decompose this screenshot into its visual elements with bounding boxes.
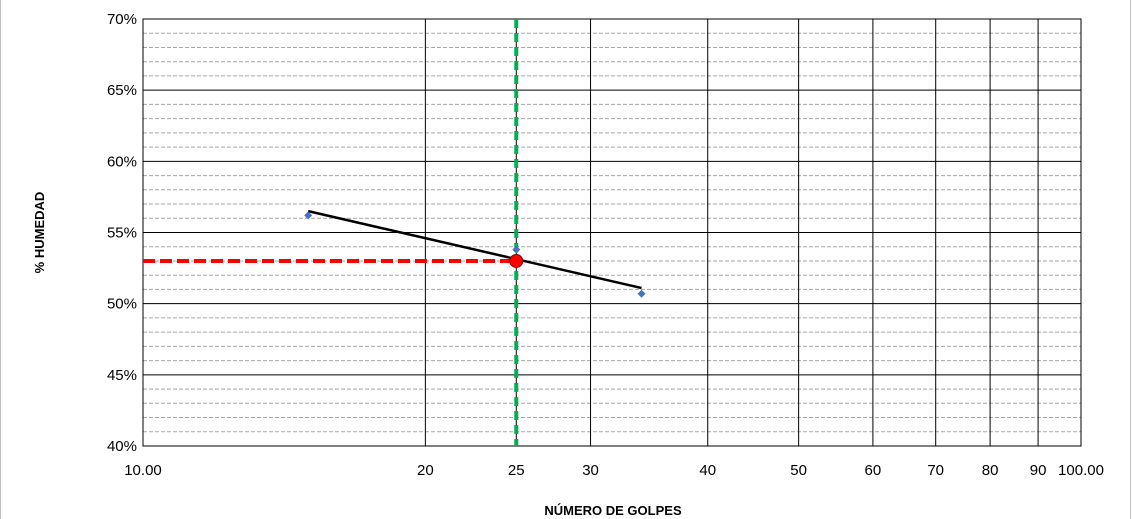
x-tick-label: 40	[699, 462, 716, 479]
y-tick-labels: 40% 45% 50% 55% 60% 65% 70%	[107, 11, 137, 455]
y-tick-label: 70%	[107, 11, 137, 28]
x-tick-labels: 10.00 20 25 30 40 50 60 70 80 90 100.00	[124, 462, 1104, 479]
y-tick-label: 55%	[107, 225, 137, 242]
x-tick-label: 100.00	[1058, 462, 1104, 479]
highlight-group	[509, 253, 524, 268]
x-tick-label: 80	[982, 462, 999, 479]
y-tick-label: 40%	[107, 438, 137, 455]
plot-border	[142, 18, 1082, 447]
y-axis-title: % HUMEDAD	[32, 192, 47, 274]
x-tick-label: 70	[927, 462, 944, 479]
trendline	[307, 209, 642, 290]
data-points	[304, 211, 646, 298]
y-tick-label: 60%	[107, 153, 137, 170]
x-tick-label: 20	[417, 462, 434, 479]
data-point	[637, 289, 646, 298]
y-tick-label: 65%	[107, 82, 137, 99]
x-tick-label: 90	[1030, 462, 1047, 479]
highlight-point	[509, 253, 524, 268]
data-point	[512, 245, 521, 254]
data-point	[304, 211, 313, 220]
x-tick-label: 25	[508, 462, 525, 479]
y-tick-label: 45%	[107, 367, 137, 384]
x-tick-label: 10.00	[124, 462, 162, 479]
trendline-group	[307, 209, 642, 290]
x-axis-title: NÚMERO DE GOLPES	[544, 503, 682, 518]
x-tick-label: 50	[790, 462, 807, 479]
major-grid	[142, 18, 1082, 447]
x-tick-label: 60	[865, 462, 882, 479]
y-tick-label: 50%	[107, 296, 137, 313]
x-tick-label: 30	[582, 462, 599, 479]
reference-lines	[143, 19, 519, 446]
